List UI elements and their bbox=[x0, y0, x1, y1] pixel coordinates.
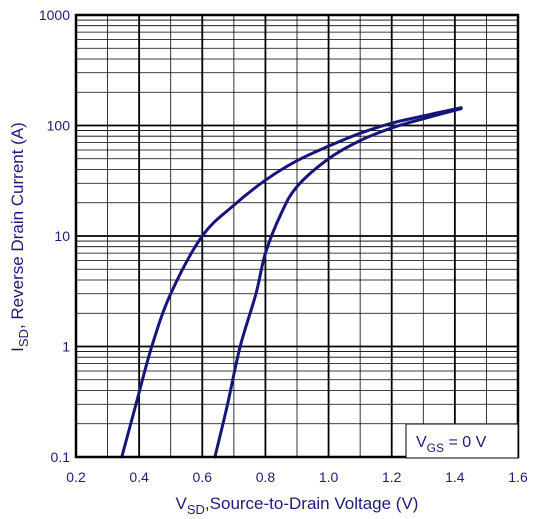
y-tick-label: 1 bbox=[62, 339, 70, 355]
x-tick-label: 1.4 bbox=[445, 469, 465, 485]
data-series bbox=[120, 106, 463, 459]
x-tick-label: 0.4 bbox=[129, 469, 149, 485]
x-tick-label: 1.2 bbox=[382, 469, 402, 485]
plot-frame bbox=[74, 13, 520, 459]
x-tick-label: 0.6 bbox=[193, 469, 213, 485]
y-tick-label: 1000 bbox=[39, 7, 70, 23]
vgs-annotation-text: VGS = 0 V bbox=[416, 434, 487, 455]
x-tick-label: 1.0 bbox=[319, 469, 339, 485]
y-tick-label: 0.1 bbox=[51, 449, 71, 465]
y-tick-label: 10 bbox=[54, 228, 70, 244]
y-tick-labels: 0.1 1 10 100 1000 bbox=[39, 7, 70, 465]
y-tick-label: 100 bbox=[47, 118, 71, 134]
x-tick-label: 1.6 bbox=[508, 469, 528, 485]
x-tick-label: 0.8 bbox=[256, 469, 276, 485]
series-line-1 bbox=[120, 106, 463, 459]
y-axis-title: ISD, Reverse Drain Current (A) bbox=[8, 122, 31, 352]
grid-lines bbox=[76, 15, 518, 457]
series-line-2 bbox=[213, 107, 463, 459]
x-tick-labels: 0.2 0.4 0.6 0.8 1.0 1.2 1.4 1.6 bbox=[66, 469, 528, 485]
vgs-annotation: VGS = 0 V bbox=[405, 423, 519, 459]
x-axis-title: VSD,Source-to-Drain Voltage (V) bbox=[176, 494, 419, 517]
x-tick-label: 0.2 bbox=[66, 469, 86, 485]
